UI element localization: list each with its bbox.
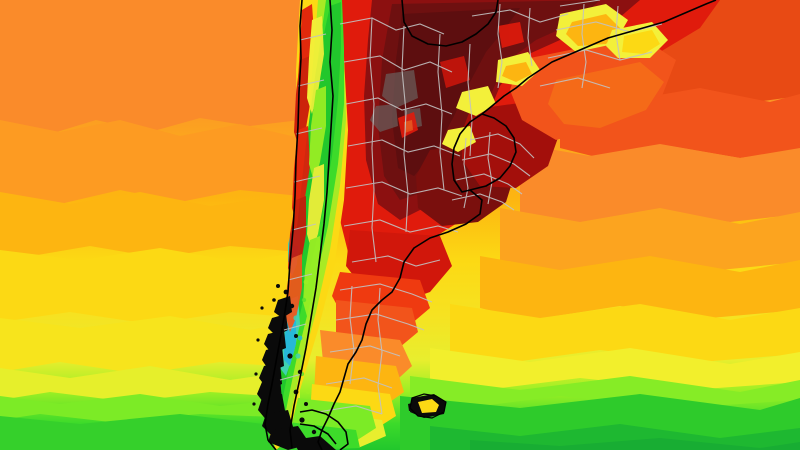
falkland-islands bbox=[408, 394, 446, 418]
